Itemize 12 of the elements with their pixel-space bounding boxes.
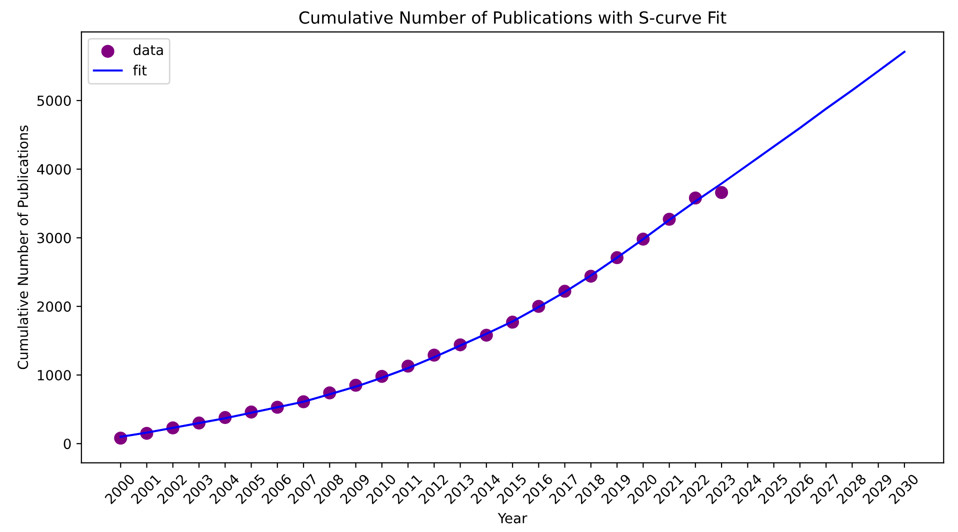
y-tick-label: 5000	[37, 96, 71, 106]
y-tick-label: 4000	[37, 164, 71, 175]
y-tick-label: 2000	[37, 301, 71, 312]
legend-label: data	[134, 44, 163, 56]
x-axis-title: Year	[498, 513, 528, 524]
y-axis-title: Cumulative Number of Publications	[17, 125, 28, 370]
y-tick-label: 0	[64, 438, 71, 450]
legend-label: fit	[133, 64, 147, 76]
y-tick-label: 1000	[38, 370, 71, 380]
y-tick-label: 3000	[37, 232, 71, 244]
point	[715, 186, 728, 199]
chart-title: Cumulative Number of Publications with S-curve Fit	[299, 10, 726, 24]
